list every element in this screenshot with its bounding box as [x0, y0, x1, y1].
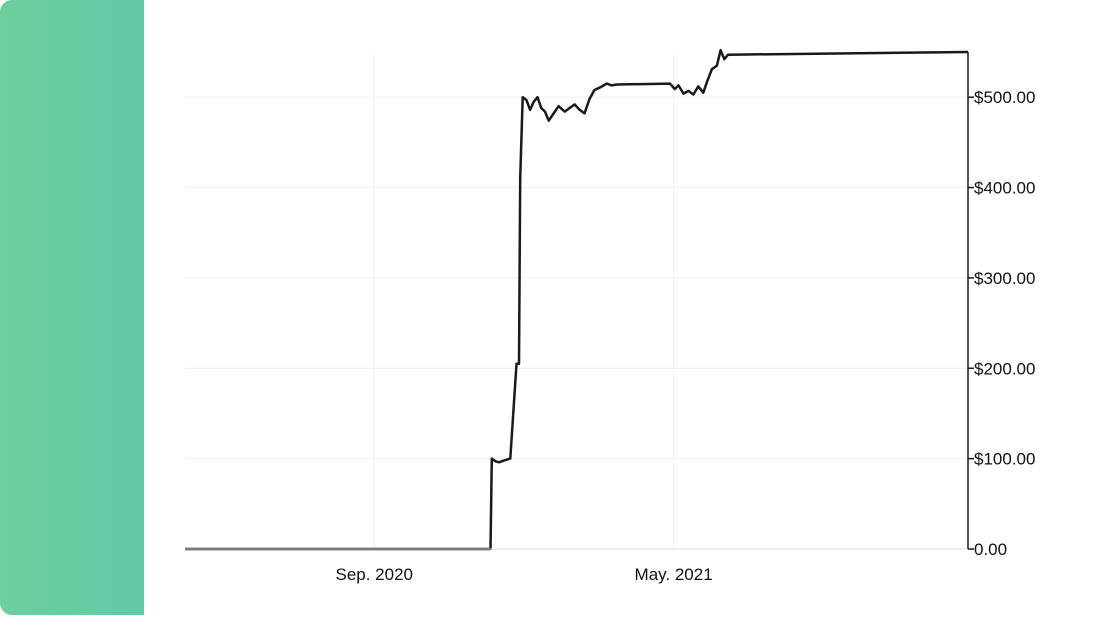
axes [185, 52, 974, 550]
y-tick-label: $100.00 [974, 450, 1035, 469]
grid [185, 52, 968, 549]
series-layer [185, 48, 969, 551]
x-tick-label: May. 2021 [635, 565, 713, 584]
side-panel [0, 0, 144, 615]
x-tick-label: Sep. 2020 [335, 565, 413, 584]
y-tick-label: 0.00 [974, 540, 1007, 559]
y-tick-label: $500.00 [974, 88, 1035, 107]
y-tick-label: $400.00 [974, 179, 1035, 198]
y-tick-label: $200.00 [974, 359, 1035, 378]
price-series-line [185, 48, 969, 551]
y-tick-label: $300.00 [974, 269, 1035, 288]
tick-labels: 0.00 $100.00 $200.00 $300.00 $400.00 $500.00 S… [335, 88, 1035, 584]
